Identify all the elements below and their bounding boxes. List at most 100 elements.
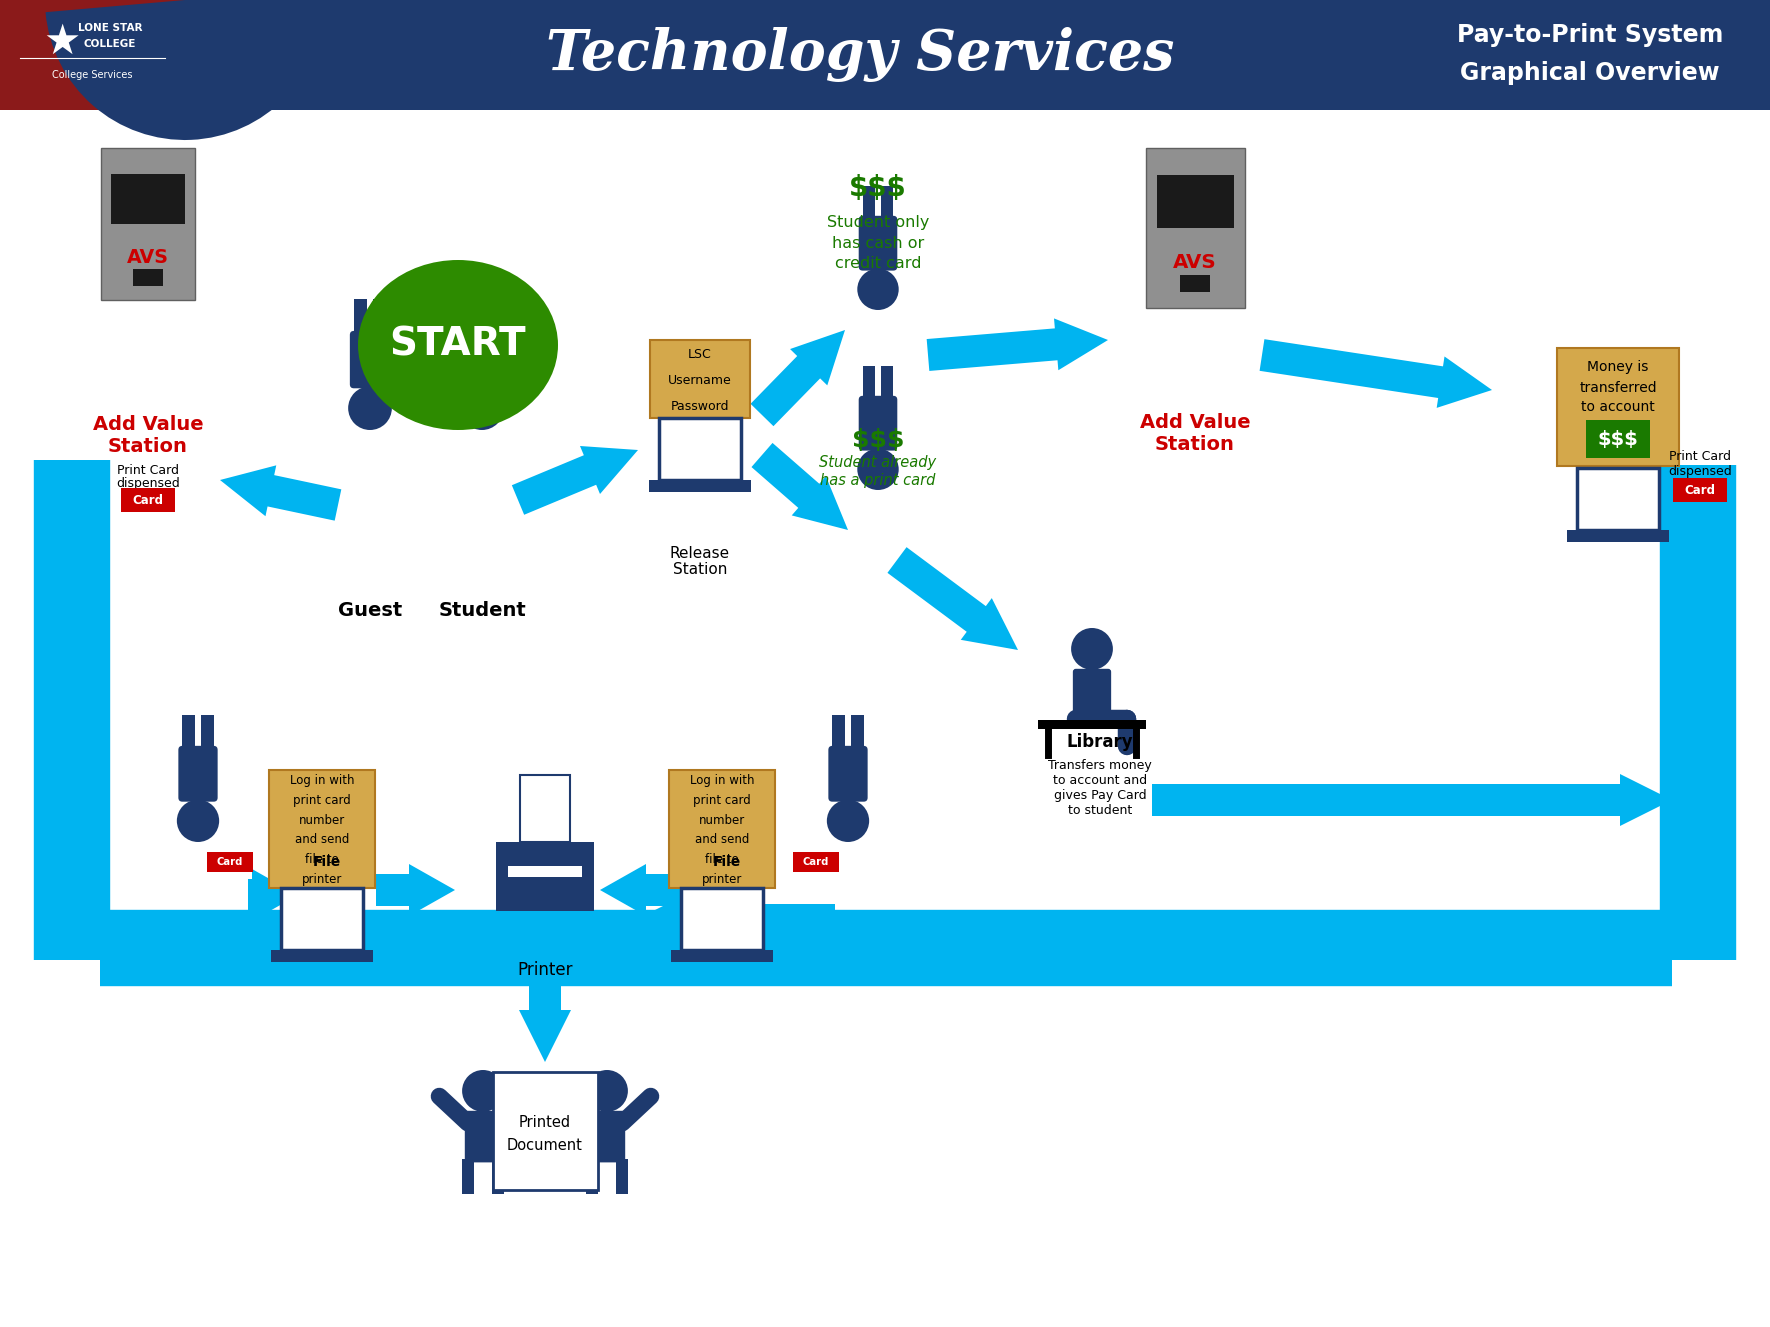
Ellipse shape — [358, 260, 558, 430]
Text: File: File — [313, 855, 342, 869]
Text: dispensed: dispensed — [117, 478, 181, 491]
Text: transferred: transferred — [1579, 381, 1657, 395]
Text: and send: and send — [696, 833, 749, 847]
FancyBboxPatch shape — [681, 888, 763, 950]
Text: number: number — [299, 813, 345, 827]
FancyBboxPatch shape — [200, 715, 214, 750]
Text: Username: Username — [667, 374, 731, 386]
Text: Station: Station — [108, 438, 188, 456]
Circle shape — [857, 449, 899, 490]
FancyBboxPatch shape — [616, 1160, 628, 1193]
FancyBboxPatch shape — [586, 1160, 598, 1193]
Text: Card: Card — [1685, 483, 1715, 496]
FancyArrow shape — [519, 970, 572, 1062]
Text: Pay-to-Print System: Pay-to-Print System — [1457, 23, 1724, 46]
FancyBboxPatch shape — [271, 950, 373, 962]
Text: Printer: Printer — [517, 961, 573, 979]
FancyBboxPatch shape — [112, 174, 184, 224]
Text: print card: print card — [294, 794, 350, 807]
FancyBboxPatch shape — [462, 330, 503, 389]
FancyBboxPatch shape — [496, 843, 595, 912]
FancyBboxPatch shape — [520, 775, 570, 843]
Text: LONE STAR: LONE STAR — [78, 23, 142, 33]
Text: credit card: credit card — [835, 256, 920, 271]
Text: Money is: Money is — [1588, 360, 1648, 374]
FancyBboxPatch shape — [650, 480, 750, 492]
Text: Password: Password — [671, 399, 729, 413]
FancyBboxPatch shape — [881, 366, 894, 399]
Text: College Services: College Services — [51, 70, 133, 80]
FancyBboxPatch shape — [207, 852, 253, 872]
Circle shape — [1071, 628, 1113, 670]
Text: Station: Station — [1156, 434, 1235, 454]
FancyBboxPatch shape — [1156, 175, 1234, 228]
FancyArrow shape — [375, 864, 455, 916]
Text: File: File — [713, 855, 742, 869]
FancyBboxPatch shape — [1577, 468, 1658, 529]
Text: Printed: Printed — [519, 1115, 572, 1131]
Circle shape — [177, 800, 219, 843]
FancyArrow shape — [635, 894, 835, 946]
Text: Library: Library — [1067, 733, 1133, 751]
Text: Add Value: Add Value — [92, 415, 204, 434]
FancyBboxPatch shape — [671, 950, 773, 962]
FancyBboxPatch shape — [589, 1111, 625, 1162]
Text: Release: Release — [669, 545, 729, 560]
FancyBboxPatch shape — [182, 715, 195, 750]
Text: LSC: LSC — [689, 348, 712, 361]
FancyBboxPatch shape — [179, 746, 218, 802]
FancyBboxPatch shape — [373, 299, 386, 334]
Text: Print Card: Print Card — [1669, 450, 1731, 463]
FancyBboxPatch shape — [650, 340, 750, 418]
Text: Card: Card — [804, 857, 828, 867]
FancyArrow shape — [750, 330, 844, 426]
Circle shape — [857, 268, 899, 311]
FancyBboxPatch shape — [1179, 275, 1211, 292]
Text: Log in with: Log in with — [690, 775, 754, 787]
Text: dispensed: dispensed — [1667, 466, 1731, 479]
Text: Document: Document — [506, 1137, 582, 1153]
Circle shape — [349, 386, 391, 430]
Text: $$$: $$$ — [850, 174, 906, 202]
Text: $$$: $$$ — [851, 429, 904, 453]
Text: Student: Student — [439, 601, 526, 620]
Text: printer: printer — [703, 873, 742, 885]
Text: file to: file to — [304, 853, 338, 867]
FancyBboxPatch shape — [0, 0, 1770, 110]
FancyBboxPatch shape — [508, 867, 582, 877]
FancyBboxPatch shape — [832, 715, 846, 750]
FancyBboxPatch shape — [1073, 669, 1112, 722]
Text: Student already: Student already — [820, 455, 936, 471]
Text: ★: ★ — [42, 21, 81, 62]
FancyBboxPatch shape — [492, 1072, 598, 1190]
FancyBboxPatch shape — [462, 1160, 474, 1193]
Text: to account and: to account and — [1053, 774, 1147, 787]
FancyArrow shape — [752, 443, 848, 529]
FancyBboxPatch shape — [1586, 421, 1650, 458]
Text: printer: printer — [303, 873, 342, 885]
Text: Add Value: Add Value — [1140, 413, 1250, 431]
FancyArrow shape — [1152, 774, 1673, 825]
FancyBboxPatch shape — [485, 299, 497, 334]
FancyBboxPatch shape — [851, 715, 864, 750]
Text: Graphical Overview: Graphical Overview — [1460, 61, 1720, 85]
FancyArrow shape — [512, 446, 637, 515]
Text: Student only: Student only — [827, 215, 929, 230]
Text: START: START — [389, 326, 526, 364]
Text: gives Pay Card: gives Pay Card — [1053, 788, 1147, 802]
FancyBboxPatch shape — [858, 395, 897, 451]
Text: Technology Services: Technology Services — [545, 28, 1174, 82]
FancyBboxPatch shape — [354, 299, 366, 334]
Text: to account: to account — [1581, 399, 1655, 414]
FancyBboxPatch shape — [492, 1160, 504, 1193]
Text: print card: print card — [694, 794, 750, 807]
FancyBboxPatch shape — [133, 269, 163, 285]
FancyBboxPatch shape — [862, 366, 876, 399]
FancyArrow shape — [219, 466, 342, 520]
FancyArrow shape — [103, 922, 156, 974]
FancyBboxPatch shape — [828, 746, 867, 802]
Text: Print Card: Print Card — [117, 463, 179, 476]
FancyBboxPatch shape — [1566, 529, 1669, 541]
Text: AVS: AVS — [127, 248, 168, 267]
FancyArrow shape — [600, 864, 681, 916]
